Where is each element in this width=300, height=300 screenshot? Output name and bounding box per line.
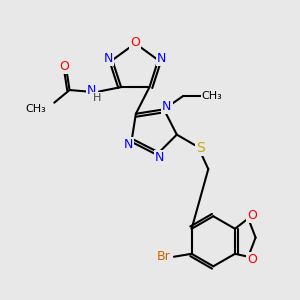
Text: Br: Br <box>157 250 170 263</box>
Text: S: S <box>196 141 205 154</box>
Text: N: N <box>157 52 167 65</box>
Text: O: O <box>247 253 257 266</box>
Text: N: N <box>155 151 164 164</box>
Text: O: O <box>130 36 140 49</box>
Text: N: N <box>104 52 113 65</box>
Text: H: H <box>93 93 101 103</box>
Text: N: N <box>124 138 133 151</box>
Text: CH₃: CH₃ <box>26 103 46 114</box>
Text: O: O <box>60 60 70 73</box>
Text: N: N <box>87 84 96 97</box>
Text: CH₃: CH₃ <box>202 91 222 101</box>
Text: O: O <box>247 209 257 222</box>
Text: N: N <box>162 100 172 113</box>
